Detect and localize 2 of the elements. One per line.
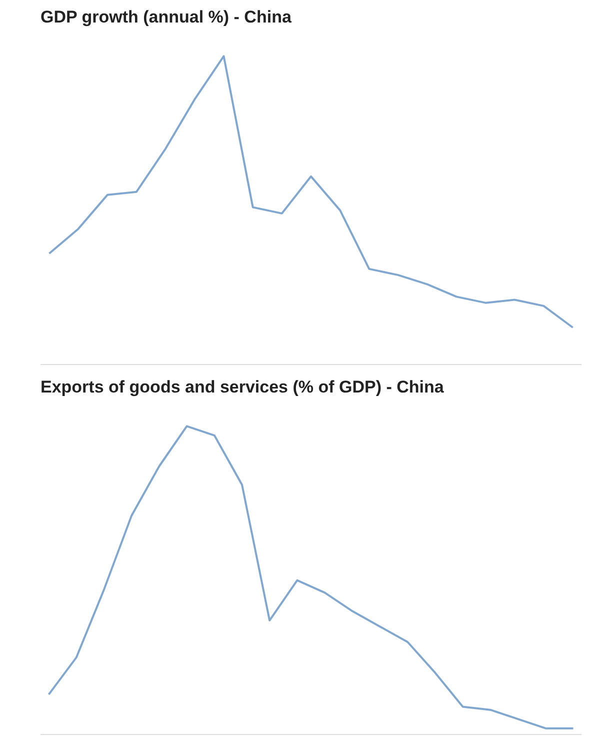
chart-title: GDP growth (annual %) - China: [40, 8, 292, 26]
chart-title: Exports of goods and services (% of GDP) - China: [40, 378, 444, 396]
